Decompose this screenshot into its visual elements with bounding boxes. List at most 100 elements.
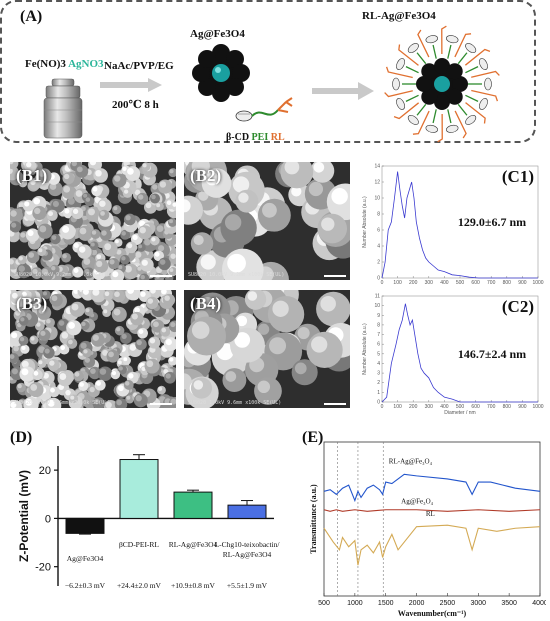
x-tick-label: 4000	[532, 600, 546, 607]
zeta-potential-chart: (D) -20 0 20 Z-Potential (mV) Ag@Fe3O4 −6.2±0.…	[10, 429, 280, 590]
sem-highlight	[84, 357, 91, 363]
x-tick-label: 3500	[501, 600, 517, 607]
sem-highlight	[132, 234, 138, 241]
x-tick-label: 900	[518, 404, 527, 410]
rl-ligand	[393, 102, 420, 120]
sem-label: (B2)	[190, 166, 222, 185]
y-tick-label: 1	[377, 390, 380, 396]
rl-ligand	[417, 29, 430, 58]
sem-highlight	[146, 360, 154, 368]
ligand-rl-label: RL	[270, 132, 285, 143]
sem-highlight	[65, 389, 71, 396]
sem-highlight	[138, 244, 143, 249]
reaction-conditions-temp: 200℃ 8 h	[112, 99, 159, 111]
cyclodextrin-ring	[446, 124, 459, 133]
panel-label: (D)	[10, 429, 32, 446]
sem-highlight	[128, 373, 134, 379]
rl-ligand	[385, 66, 413, 79]
sem-highlight	[51, 295, 58, 302]
sem-highlight	[11, 292, 18, 299]
sem-highlight	[10, 259, 14, 265]
sem-highlight	[15, 310, 21, 316]
sem-scale-text: SU8020 1.0kV 9.6mm x100k SE(UL)	[188, 400, 282, 406]
category-label: βCD-PEI-RL	[119, 540, 159, 549]
sem-highlight	[135, 251, 142, 258]
panel-label: (C2)	[502, 297, 534, 316]
sem-highlight	[169, 169, 174, 174]
sem-highlight	[81, 321, 86, 327]
sem-highlight	[191, 162, 210, 176]
rl-ligand	[471, 89, 499, 102]
sem-highlight	[71, 162, 77, 167]
sem-highlight	[63, 173, 70, 180]
core-silver	[434, 76, 450, 92]
pei-chain	[457, 103, 468, 116]
sem-highlight	[169, 268, 174, 272]
sem-image-b4: (B4) SU8020 1.0kV 9.6mm x100k SE(UL)	[184, 290, 350, 408]
bar	[65, 517, 105, 534]
value-label: +10.9±0.8 mV	[171, 581, 216, 590]
sem-highlight	[68, 339, 73, 345]
sem-highlight	[170, 321, 176, 328]
x-tick-label: 3000	[470, 600, 486, 607]
sem-highlight	[10, 162, 14, 165]
sem-texture	[184, 290, 350, 408]
sem-texture	[10, 162, 176, 280]
sem-highlight	[125, 215, 131, 221]
sem-highlight	[79, 227, 87, 235]
sem-highlight	[74, 371, 80, 377]
sem-highlight	[71, 303, 79, 311]
x-tick-label: 700	[487, 404, 496, 410]
sem-highlight	[169, 219, 174, 224]
sem-highlight	[67, 197, 75, 205]
scale-bar	[324, 275, 346, 277]
cyclodextrin-ring	[484, 77, 492, 91]
sem-highlight	[28, 252, 35, 258]
sem-highlight	[83, 349, 88, 354]
sem-highlight	[103, 309, 108, 314]
sem-highlight	[75, 190, 83, 197]
sem-highlight	[154, 251, 160, 257]
sem-highlight	[87, 208, 95, 216]
y-axis-label: Z-Potential (mV)	[17, 470, 31, 562]
sem-highlight	[127, 290, 134, 294]
cyclodextrin-ring	[425, 35, 438, 44]
pei-chain	[457, 52, 468, 65]
sem-highlight	[62, 253, 67, 259]
sem-highlight	[145, 202, 152, 209]
sem-highlight	[73, 290, 79, 294]
core-lobe	[434, 94, 450, 110]
rl-ligand	[384, 90, 413, 98]
sem-highlight	[134, 189, 141, 196]
y-tick-label: 4	[377, 244, 380, 250]
spectrum-line	[323, 509, 541, 512]
sem-highlight	[32, 268, 38, 274]
sem-highlight	[68, 322, 75, 329]
y-tick-label: 8	[377, 212, 380, 218]
ligand-labels: β-CD PEI RL	[226, 132, 285, 143]
cyclodextrin-ring	[396, 98, 405, 110]
value-label: +24.4±2.0 mV	[117, 581, 162, 590]
sem-highlight	[112, 271, 119, 278]
sem-highlight	[96, 254, 102, 260]
sem-highlight	[21, 345, 26, 350]
spectrum-line	[323, 473, 541, 503]
sem-texture	[10, 290, 176, 408]
sem-highlight	[184, 199, 191, 213]
sem-highlight	[108, 351, 114, 358]
sem-highlight	[308, 181, 324, 197]
y-tick-label: 10	[374, 303, 380, 309]
sem-highlight	[165, 373, 171, 379]
sem-highlight	[123, 357, 128, 362]
sem-highlight	[10, 167, 13, 175]
sem-label: (B3)	[16, 294, 48, 313]
sem-highlight	[284, 162, 300, 175]
sem-highlight	[13, 345, 19, 352]
sem-highlight	[117, 360, 122, 365]
y-axis-label: Number Absolute (a.u.)	[362, 323, 368, 375]
sem-highlight	[62, 225, 70, 233]
sem-highlight	[105, 401, 112, 408]
x-tick-label: 1000	[532, 280, 543, 286]
core-lobe	[434, 58, 450, 74]
y-tick-label: 11	[375, 294, 380, 300]
